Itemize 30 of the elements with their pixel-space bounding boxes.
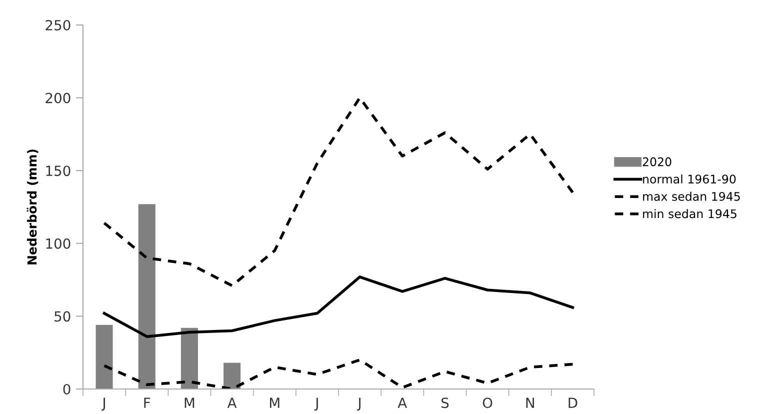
x-tick-label: A (227, 398, 237, 408)
x-tick-label: O (482, 398, 492, 408)
y-tick-label: 250 (46, 20, 70, 30)
legend-label: normal 1961-90 (643, 174, 736, 184)
legend-label: max sedan 1945 (643, 192, 740, 201)
y-tick-label: 200 (46, 92, 70, 104)
y-tick-label: 100 (46, 238, 70, 249)
x-tick-label: J (314, 398, 318, 411)
bar (224, 362, 241, 389)
x-tick-label: M (184, 398, 194, 408)
x-tick-label: F (144, 398, 150, 408)
y-tick-label: 150 (46, 166, 70, 176)
x-tick-label: S (441, 398, 449, 408)
line-series (102, 96, 574, 288)
x-tick-label: J (102, 398, 105, 411)
x-tick-label: N (526, 398, 534, 408)
bar (180, 328, 198, 389)
bar (138, 204, 156, 389)
x-tick-label: A (398, 398, 408, 408)
line-series (102, 358, 574, 389)
x-tick-label: M (270, 398, 280, 408)
y-tick-label: 50 (54, 311, 70, 322)
legend-label: min sedan 1945 (643, 209, 736, 218)
x-tick-label: D (568, 398, 578, 408)
bar (96, 324, 113, 389)
line-series (102, 276, 574, 338)
y-tick-label: 0 (63, 384, 70, 394)
legend-label: 2020 (642, 157, 672, 166)
x-tick-label: J (357, 398, 360, 411)
y-axis-title: Nederbörd (mm) (26, 150, 38, 264)
